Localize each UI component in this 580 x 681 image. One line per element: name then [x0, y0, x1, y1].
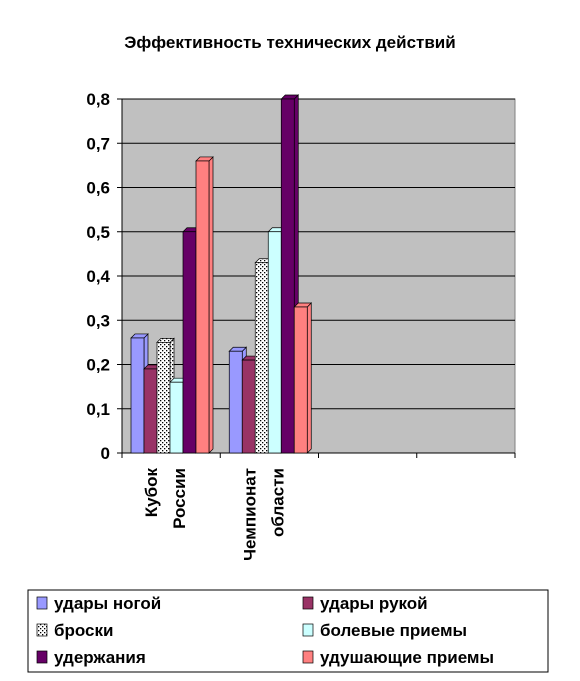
bar	[293, 306, 308, 454]
y-tick-label: 0	[101, 444, 110, 463]
bar	[241, 359, 256, 454]
y-tick-label: 0,5	[86, 223, 110, 242]
x-tick-label-line: России	[170, 468, 189, 529]
x-tick-label-line: Кубок	[142, 468, 161, 518]
chart-title: Эффективность технических действий	[124, 33, 455, 52]
y-tick-label: 0,1	[86, 400, 110, 419]
legend-swatch	[302, 650, 314, 664]
x-tick-label: Чемпионат области	[240, 468, 287, 561]
x-tick-label-line: области	[268, 468, 287, 537]
y-tick-label: 0,7	[86, 134, 110, 153]
y-tick-label: 0,6	[86, 179, 110, 198]
y-tick-label: 0,3	[86, 311, 110, 330]
bar	[182, 231, 197, 454]
legend-label: удержания	[54, 648, 146, 667]
bar	[195, 160, 210, 454]
bar-side	[208, 156, 214, 454]
legend-label: удушающие приемы	[320, 648, 494, 667]
bar	[280, 98, 295, 454]
x-tick-label: Кубок России	[142, 468, 189, 529]
bar	[143, 368, 158, 454]
y-tick-label: 0,8	[86, 90, 110, 109]
y-tick-label: 0,4	[86, 267, 110, 286]
bar	[254, 262, 269, 454]
legend-swatch	[36, 596, 48, 610]
legend-label: болевые приемы	[320, 621, 467, 640]
legend-box	[27, 589, 549, 673]
bar-side	[306, 302, 312, 454]
bar	[169, 381, 184, 454]
legend-label: удары ногой	[54, 594, 161, 613]
legend-swatch	[36, 650, 48, 664]
bar	[156, 342, 171, 454]
y-tick-label: 0,2	[86, 356, 110, 375]
legend-swatch	[302, 623, 314, 637]
bar	[130, 337, 145, 454]
x-tick-label-line: Чемпионат	[240, 468, 259, 561]
bar	[267, 231, 282, 454]
bar	[228, 350, 243, 454]
legend-swatch	[302, 596, 314, 610]
legend-label: броски	[54, 621, 113, 640]
legend-swatch	[36, 623, 48, 637]
legend-label: удары рукой	[320, 594, 428, 613]
